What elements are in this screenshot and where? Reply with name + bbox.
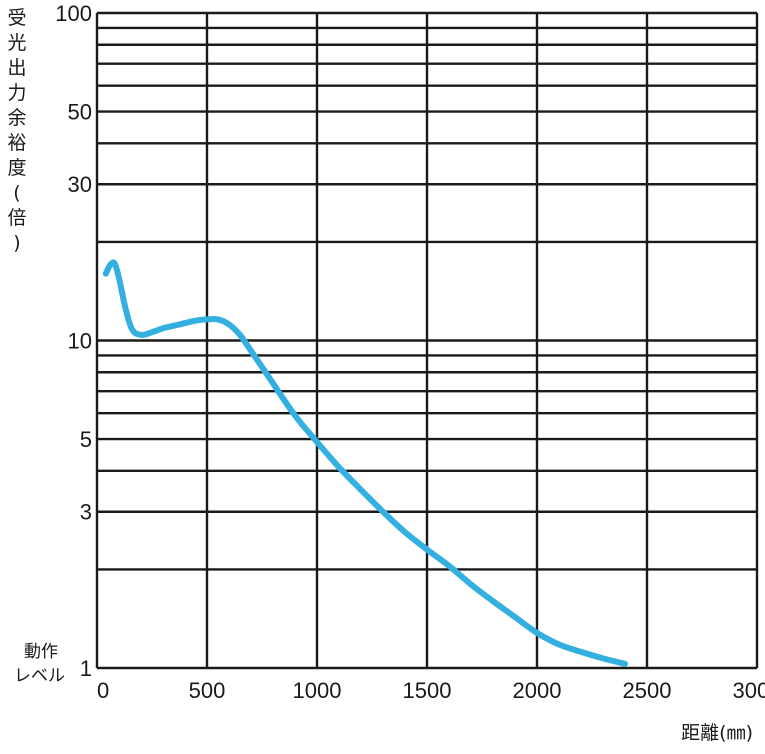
x-tick-labels: 0 500 1000 1500 2000 2500 3000: [97, 678, 765, 703]
x-tick-label: 2500: [623, 678, 672, 703]
y-axis-label: 受光出力余裕度 ( 倍): [6, 6, 28, 256]
y-axis-label-char: 裕: [7, 132, 27, 154]
y-tick-label: 3: [80, 500, 92, 525]
x-tick-label: 1000: [293, 678, 342, 703]
y-axis-label-char: 余: [7, 107, 27, 129]
y-tick-label: 1: [80, 656, 92, 681]
y-tick-label: 10: [68, 329, 92, 354]
y-tick-labels: 100 50 30 10 5 3 1: [55, 1, 92, 681]
operating-level-label-line2: レベル: [14, 666, 65, 686]
y-tick-label: 50: [68, 100, 92, 125]
x-tick-label: 500: [189, 678, 226, 703]
x-axis-label: 距離(㎜): [681, 722, 753, 744]
y-axis-label-char: 度: [7, 157, 27, 179]
y-axis-label-char: 受: [7, 7, 27, 29]
series-line: [102, 259, 628, 667]
y-tick-label: 30: [68, 172, 92, 197]
y-axis-label-char: 力: [7, 82, 27, 104]
x-tick-label: 1500: [403, 678, 452, 703]
y-tick-label: 100: [55, 1, 92, 26]
operating-level-label: 動作 レベル: [14, 640, 65, 688]
operating-level-label-line1: 動作: [24, 642, 58, 662]
x-tick-label: 2000: [513, 678, 562, 703]
grid-lines: [95, 11, 759, 670]
y-axis-label-char: 光: [7, 32, 27, 54]
x-tick-label: 3000: [733, 678, 765, 703]
y-axis-label-char: (: [13, 182, 21, 204]
y-axis-label-char: 倍: [7, 207, 27, 229]
y-axis-label-char: ): [13, 232, 21, 254]
y-axis-label-char: 出: [7, 57, 27, 79]
y-tick-label: 5: [80, 427, 92, 452]
x-tick-label: 0: [97, 678, 109, 703]
